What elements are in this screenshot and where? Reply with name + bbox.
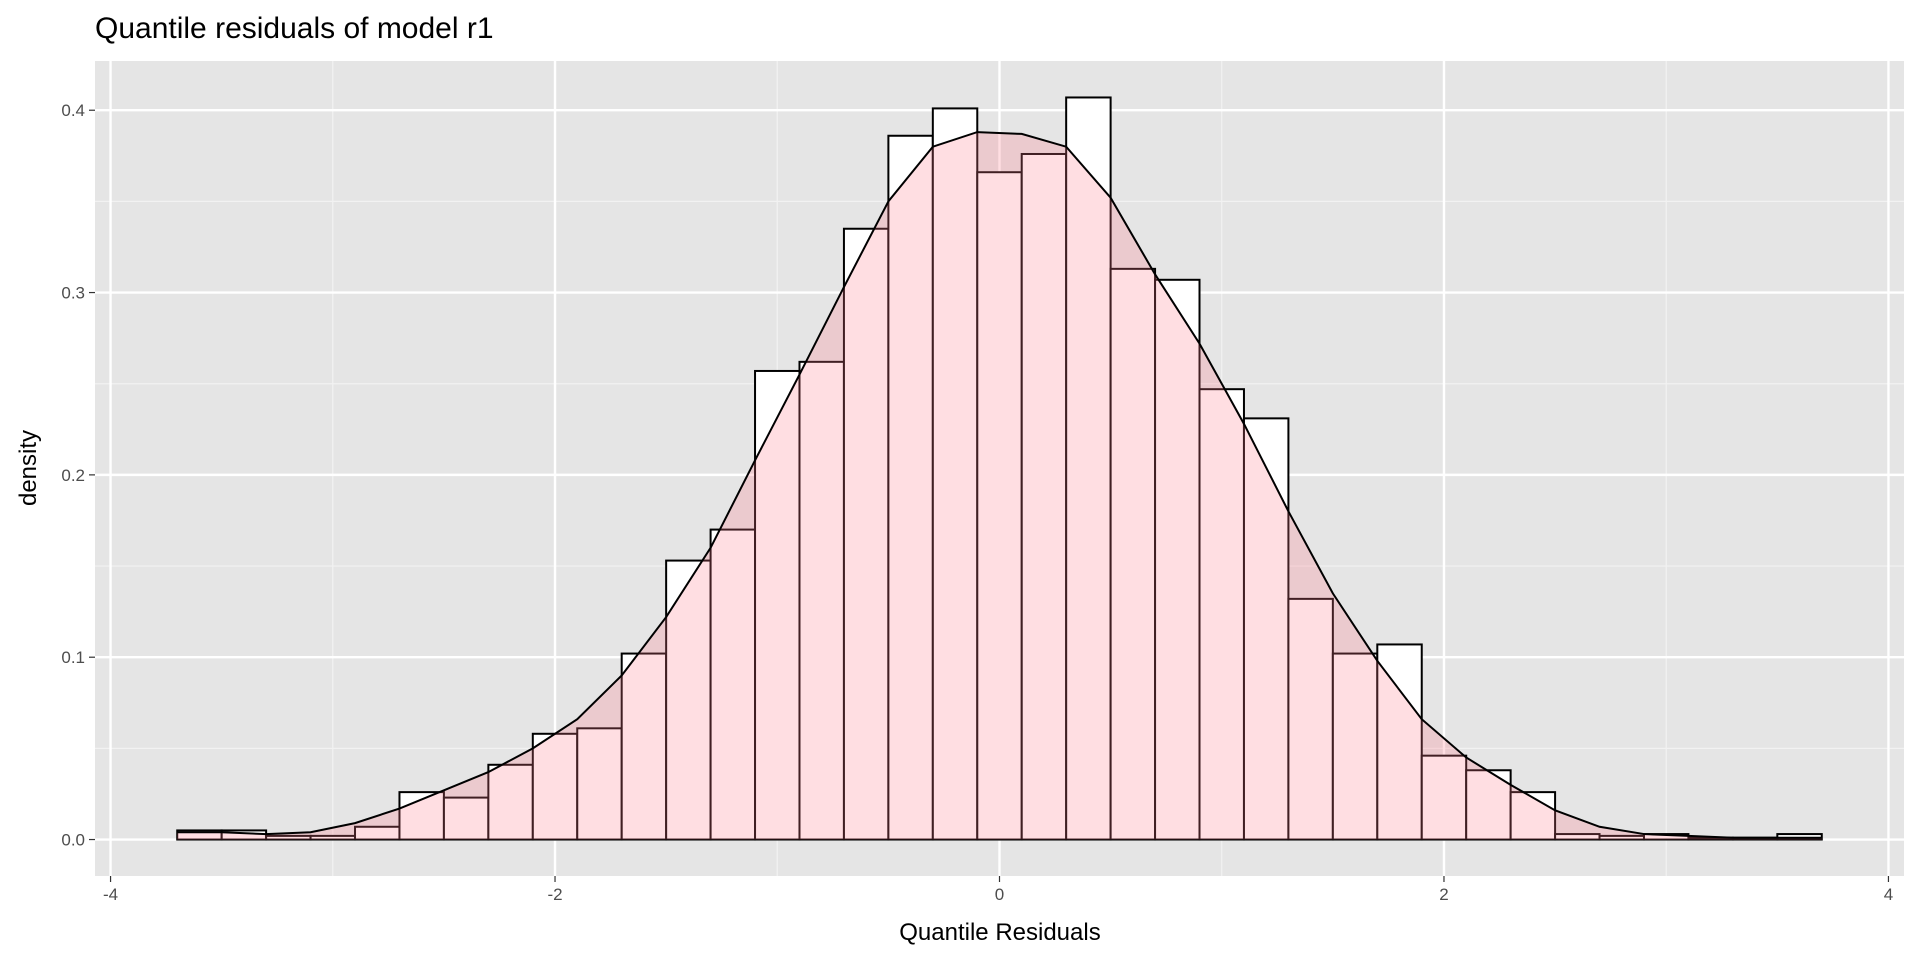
density-line — [177, 131, 1822, 839]
bar — [1109, 267, 1157, 841]
chart-title: Quantile residuals of model r1 — [95, 12, 494, 45]
bar — [976, 171, 1023, 841]
x-axis-title: Quantile Residuals — [899, 919, 1100, 946]
bar — [709, 528, 757, 841]
y-tick-label: 0.1 — [61, 648, 85, 667]
bar — [1065, 96, 1112, 841]
bar — [1420, 754, 1468, 841]
bar — [442, 796, 490, 841]
y-tick-label: 0.2 — [61, 466, 85, 485]
bar — [487, 763, 534, 841]
bar — [1509, 791, 1557, 841]
bar — [1465, 769, 1512, 841]
bar — [842, 227, 890, 841]
x-tick-label: 2 — [1439, 885, 1448, 904]
x-tick-label: -4 — [103, 885, 118, 904]
y-axis-title: density — [15, 430, 42, 506]
bar — [1331, 652, 1379, 841]
bar — [1376, 643, 1423, 841]
bar — [931, 107, 979, 841]
density-area — [177, 132, 1822, 840]
bar — [754, 369, 801, 841]
bar — [1198, 388, 1245, 841]
y-tick-label: 0.4 — [61, 101, 85, 120]
x-tick-label: 0 — [995, 885, 1004, 904]
bar — [1020, 152, 1068, 841]
x-tick-label: -2 — [547, 885, 562, 904]
bar — [576, 727, 623, 841]
bar — [798, 360, 845, 841]
bar — [1242, 417, 1290, 841]
y-tick-label: 0.3 — [61, 284, 85, 303]
bar — [1154, 278, 1201, 841]
x-tick-label: 4 — [1884, 885, 1893, 904]
y-tick-label: 0.0 — [61, 831, 85, 850]
